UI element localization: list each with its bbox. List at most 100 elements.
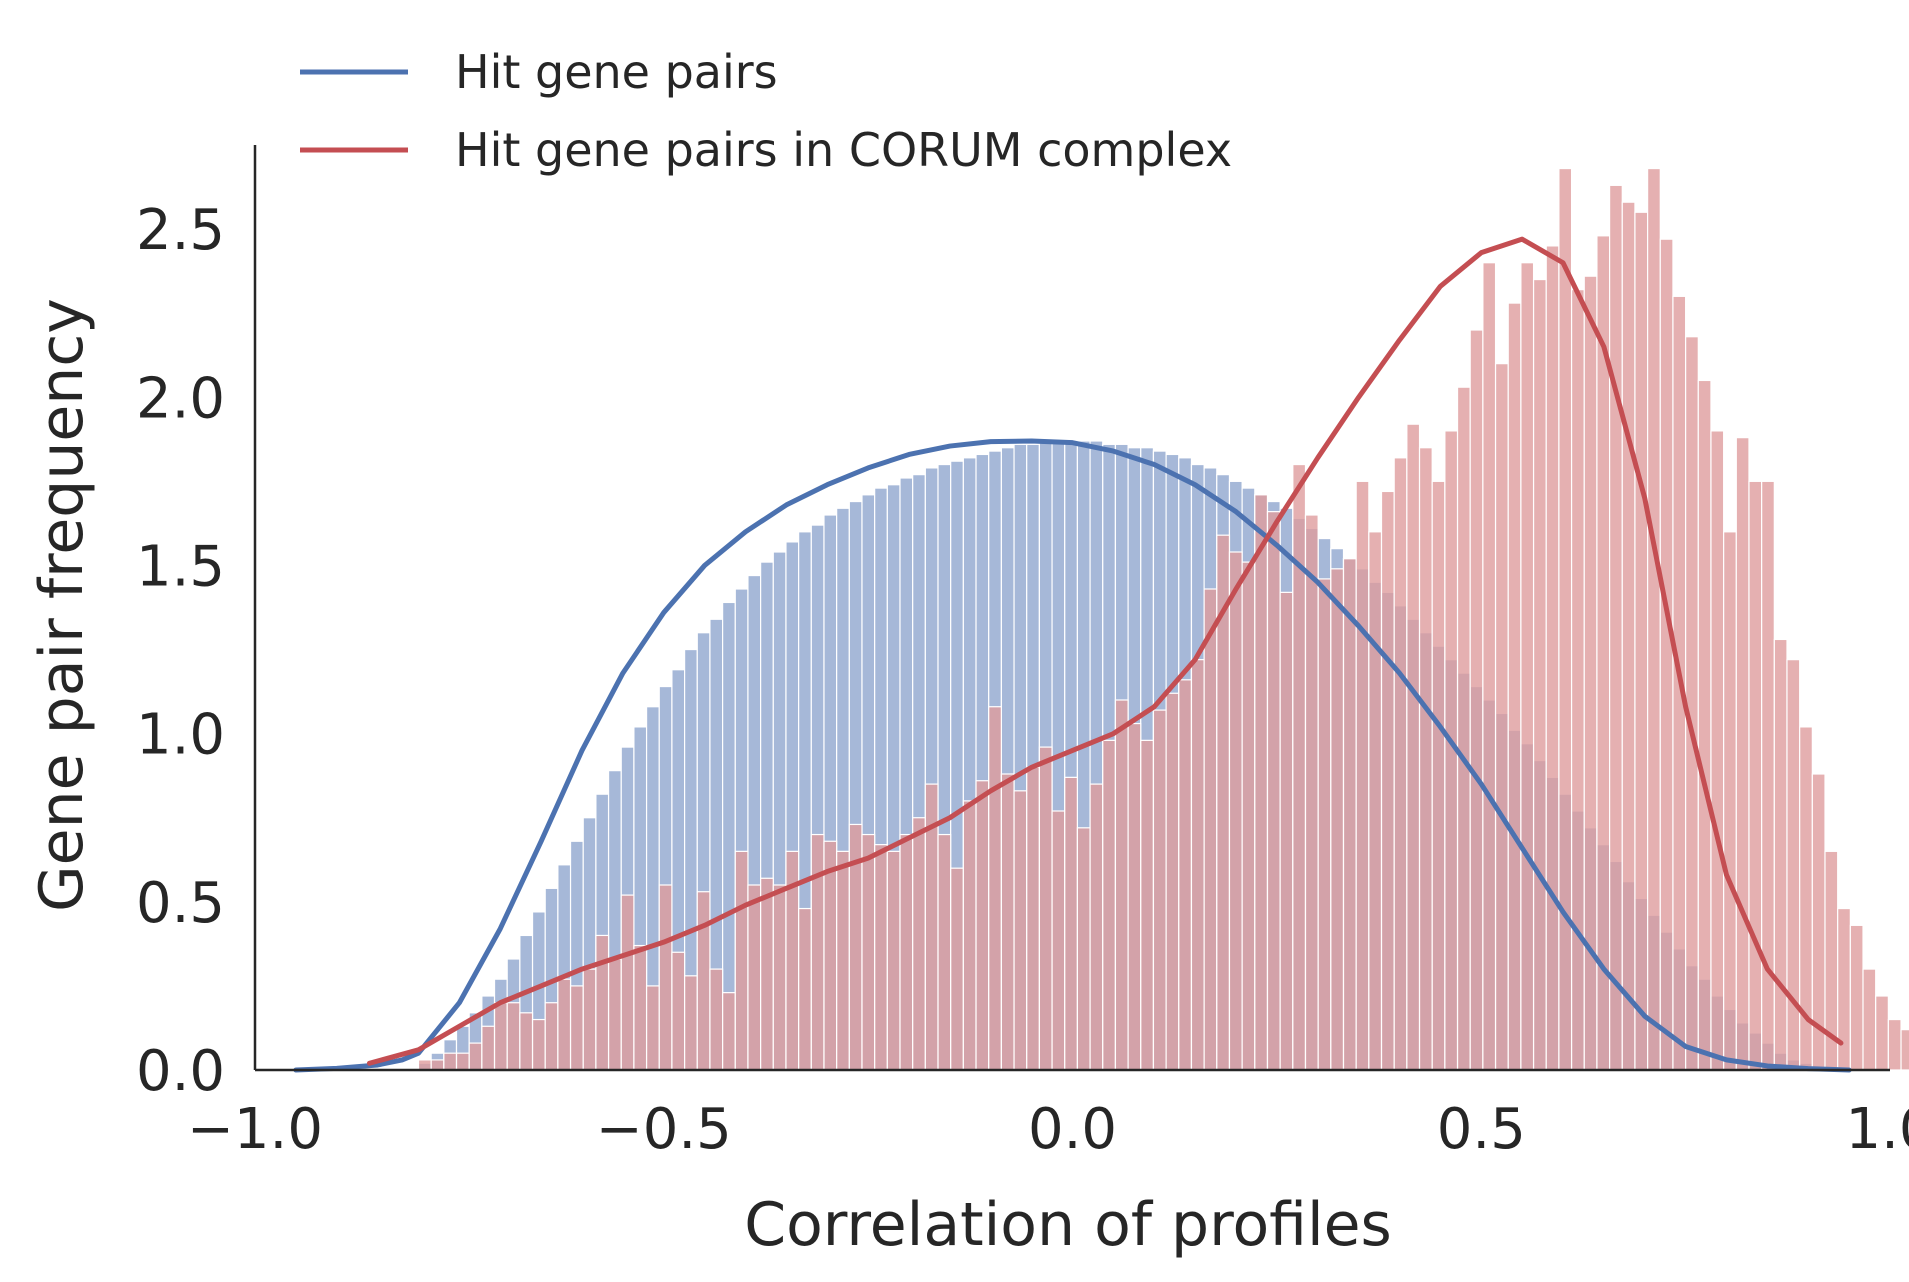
bar-corum-69 [1292,463,1307,1071]
bar-corum-16 [620,894,635,1071]
bar-corum-97 [1647,167,1661,1071]
bar-corum-15 [607,958,622,1071]
bar-corum-32 [823,840,838,1071]
bar-corum-106 [1761,480,1775,1071]
x-tick-label: 0.5 [1437,1097,1526,1162]
bar-corum-105 [1748,480,1763,1071]
y-axis-label: Gene pair frequency [27,298,97,912]
bar-corum-94 [1608,184,1623,1071]
bar-corum-75 [1368,531,1383,1071]
bar-corum-30 [798,907,812,1071]
bar-corum-53 [1089,783,1104,1071]
bar-corum-98 [1659,238,1674,1071]
bar-corum-116 [1887,1018,1902,1071]
bar-corum-39 [912,817,926,1071]
bar-corum-4 [468,1042,483,1071]
bar-corum-6 [493,1002,508,1071]
bar-corum-41 [937,833,952,1071]
bar-corum-85 [1494,363,1509,1071]
bars-hit-gene-pairs-in-corum [417,167,1909,1071]
bar-corum-80 [1431,480,1446,1071]
bar-corum-83 [1469,329,1484,1071]
axes [253,145,1890,1072]
bar-corum-52 [1076,827,1091,1071]
bar-corum-43 [962,800,977,1071]
bar-corum-103 [1723,531,1737,1071]
bar-corum-71 [1317,578,1332,1071]
bar-corum-76 [1380,490,1395,1071]
bar-corum-112 [1837,907,1851,1071]
bar-corum-1 [430,1059,445,1071]
bar-corum-73 [1342,558,1357,1071]
bar-corum-14 [595,934,610,1071]
bar-corum-115 [1875,995,1889,1071]
y-tick-label: 2.5 [136,198,225,263]
legend-label-hit-gene-pairs: Hit gene pairs [455,45,778,99]
bar-corum-2 [443,1052,458,1071]
y-tick-label: 0.0 [136,1039,225,1104]
y-tick-label: 1.0 [136,703,225,768]
bar-corum-9 [531,1018,546,1071]
bar-corum-5 [481,1025,496,1071]
bar-corum-66 [1254,494,1269,1071]
bar-corum-59 [1165,692,1180,1071]
bar-corum-19 [658,884,673,1071]
kde-line-hit-gene-pairs [293,438,1852,1073]
bar-corum-26 [747,884,762,1071]
x-tick-label: −1.0 [187,1097,323,1162]
bar-corum-7 [506,1002,521,1071]
kde-line-hit-gene-pairs-in-corum [366,236,1844,1066]
bar-corum-17 [633,944,648,1071]
bar-corum-55 [1114,699,1129,1071]
bar-corum-77 [1393,457,1408,1071]
legend-label-hit-gene-pairs-in-corum: Hit gene pairs in CORUM complex [455,123,1232,177]
bar-corum-100 [1685,336,1699,1071]
bar-corum-24 [722,992,736,1071]
legend: Hit gene pairs Hit gene pairs in CORUM c… [300,45,1232,177]
bar-corum-25 [734,850,749,1071]
bar-corum-49 [1038,746,1053,1071]
bar-corum-96 [1634,211,1649,1071]
bar-corum-36 [874,844,888,1071]
bar-corum-88 [1532,278,1547,1071]
x-tick-label: 1.0 [1845,1097,1909,1162]
y-tick-label: 1.5 [136,535,225,600]
bar-corum-47 [1013,790,1028,1071]
bar-corum-86 [1507,302,1522,1071]
bar-corum-60 [1178,679,1193,1071]
bar-corum-67 [1266,511,1281,1071]
bar-corum-27 [760,877,774,1071]
bar-corum-87 [1520,262,1535,1071]
bar-corum-113 [1849,924,1864,1071]
bar-corum-78 [1406,423,1421,1071]
bar-corum-62 [1203,588,1218,1071]
bar-corum-65 [1241,561,1256,1071]
bar-corum-20 [671,951,686,1071]
bar-corum-3 [455,1052,470,1071]
bar-corum-114 [1862,968,1877,1071]
bar-corum-101 [1697,379,1712,1071]
y-tick-label: 0.5 [136,871,225,936]
bar-corum-82 [1456,386,1471,1071]
bar-corum-0 [417,1059,432,1071]
bar-corum-50 [1051,810,1066,1071]
bar-corum-18 [645,985,660,1071]
kde-lines [293,236,1852,1073]
bar-corum-45 [988,706,1002,1071]
bar-corum-68 [1279,591,1294,1071]
bar-corum-35 [861,833,876,1071]
bar-corum-8 [519,1012,534,1071]
bar-corum-56 [1127,722,1142,1071]
bar-corum-22 [696,891,711,1071]
bar-corum-10 [544,1002,559,1071]
bar-corum-57 [1140,739,1155,1071]
bar-corum-44 [975,780,990,1071]
bar-corum-74 [1355,480,1370,1071]
bar-corum-89 [1545,245,1560,1071]
bar-corum-64 [1228,551,1243,1071]
x-axis-label: Correlation of profiles [744,1190,1392,1260]
bar-corum-84 [1482,262,1497,1071]
bar-corum-54 [1102,739,1117,1071]
bar-corum-107 [1773,638,1788,1071]
